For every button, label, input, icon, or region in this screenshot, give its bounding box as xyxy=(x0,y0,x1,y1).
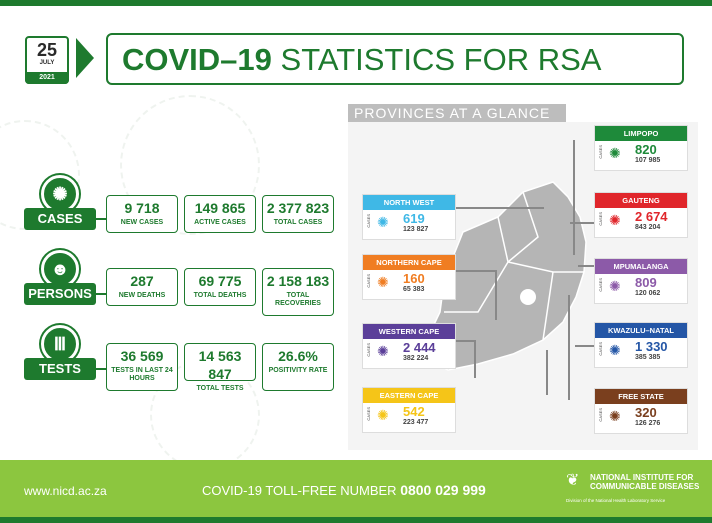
virus-icon: ✺ xyxy=(609,342,621,358)
provinces-header: PROVINCES AT A GLANCE xyxy=(348,104,566,122)
province-total-cases: 107 985 xyxy=(635,157,661,164)
category-tests: TESTS xyxy=(24,358,96,380)
province-card-gauteng: GAUTENG CASES ✺ 2 674 843 204 xyxy=(594,192,688,238)
map-shape xyxy=(427,181,587,371)
title-frame xyxy=(106,33,684,85)
province-card-limpopo: LIMPOPO CASES ✺ 820 107 985 xyxy=(594,125,688,171)
province-name: WESTERN CAPE xyxy=(363,324,455,339)
province-new-cases: 2 444 xyxy=(403,340,436,355)
province-new-cases: 1 330 xyxy=(635,339,668,354)
leader-line xyxy=(444,340,474,342)
map-region-lines xyxy=(444,191,584,341)
stat-total-recoveries: 2 158 183 TOTAL RECOVERIES xyxy=(262,268,334,316)
province-total-cases: 382 224 xyxy=(403,355,429,362)
nicd-logo-icon: ❦ xyxy=(566,472,580,489)
virus-icon: ✺ xyxy=(609,278,621,294)
connector-line xyxy=(96,368,106,370)
stat-total-tests: 14 563 847 TOTAL TESTS xyxy=(184,343,256,392)
category-persons: PERSONS xyxy=(24,283,96,305)
province-total-cases: 223 477 xyxy=(403,419,429,426)
province-name: GAUTENG xyxy=(595,193,687,208)
leader-line xyxy=(474,340,476,378)
stat-total-cases: 2 377 823 TOTAL CASES xyxy=(262,195,334,233)
background-virus-icon xyxy=(120,95,260,235)
leader-line xyxy=(546,350,548,395)
province-card-free-state: FREE STATE CASES ✺ 320 126 276 xyxy=(594,388,688,434)
virus-icon: ✺ xyxy=(609,145,621,161)
province-card-mpumalanga: MPUMALANGA CASES ✺ 809 120 062 xyxy=(594,258,688,304)
leader-line xyxy=(444,207,544,209)
province-name: EASTERN CAPE xyxy=(363,388,455,403)
date-month: JULY xyxy=(39,60,55,66)
province-card-eastern-cape: EASTERN CAPE CASES ✺ 542 223 477 xyxy=(362,387,456,433)
toll-free-number: 0800 029 999 xyxy=(400,482,486,498)
website-link[interactable]: www.nicd.ac.za xyxy=(24,484,107,498)
virus-icon: ✺ xyxy=(377,214,389,230)
virus-icon: ✺ xyxy=(377,343,389,359)
province-name: MPUMALANGA xyxy=(595,259,687,274)
leader-line xyxy=(573,140,575,255)
date-badge: 25 JULY 2021 xyxy=(25,36,69,84)
province-new-cases: 619 xyxy=(403,211,425,226)
province-name: NORTH WEST xyxy=(363,195,455,210)
leader-line xyxy=(575,345,595,347)
category-cases: CASES xyxy=(24,208,96,230)
virus-icon: ✺ xyxy=(377,407,389,423)
leader-line xyxy=(570,222,595,224)
province-new-cases: 820 xyxy=(635,142,657,157)
test-tubes-icon: Ⅲ xyxy=(41,325,79,363)
leader-line xyxy=(495,270,497,320)
stat-total-deaths: 69 775 TOTAL DEATHS xyxy=(184,268,256,306)
nicd-subtitle: Division of the National Health Laborato… xyxy=(566,498,666,503)
province-new-cases: 542 xyxy=(403,404,425,419)
province-total-cases: 843 204 xyxy=(635,224,661,231)
stat-new-cases: 9 718 NEW CASES xyxy=(106,195,178,233)
province-total-cases: 385 385 xyxy=(635,354,661,361)
leader-line xyxy=(568,295,570,400)
virus-icon: ✺ xyxy=(609,212,621,228)
south-africa-map xyxy=(427,181,587,371)
province-total-cases: 123 827 xyxy=(403,226,429,233)
stat-new-deaths: 287 NEW DEATHS xyxy=(106,268,178,306)
province-total-cases: 126 276 xyxy=(635,420,661,427)
province-total-cases: 65 383 xyxy=(403,286,425,293)
province-name: LIMPOPO xyxy=(595,126,687,141)
province-new-cases: 809 xyxy=(635,275,657,290)
province-name: NORTHERN CAPE xyxy=(363,255,455,270)
province-name: FREE STATE xyxy=(595,389,687,404)
date-day: 25 xyxy=(36,40,58,60)
stat-active-cases: 149 865 ACTIVE CASES xyxy=(184,195,256,233)
virus-icon: ✺ xyxy=(609,408,621,424)
stat-tests-24h: 36 569 TESTS IN LAST 24 HOURS xyxy=(106,343,178,391)
nicd-name: NATIONAL INSTITUTE FOR COMMUNICABLE DISEA… xyxy=(590,473,700,491)
bottom-border xyxy=(0,517,712,523)
leader-line xyxy=(578,265,595,267)
toll-free-line: COVID-19 TOLL-FREE NUMBER 0800 029 999 xyxy=(202,482,486,498)
lesotho-shape xyxy=(520,289,536,305)
page-title: COVID–19 STATISTICS FOR RSA xyxy=(122,42,602,77)
date-year: 2021 xyxy=(25,72,69,84)
province-new-cases: 2 674 xyxy=(635,209,668,224)
province-new-cases: 320 xyxy=(635,405,657,420)
connector-line xyxy=(96,218,106,220)
footer-bar xyxy=(0,460,712,517)
province-total-cases: 120 062 xyxy=(635,290,661,297)
province-new-cases: 160 xyxy=(403,271,425,286)
virus-icon: ✺ xyxy=(377,274,389,290)
connector-line xyxy=(96,293,106,295)
province-card-western-cape: WESTERN CAPE CASES ✺ 2 444 382 224 xyxy=(362,323,456,369)
province-card-north-west: NORTH WEST CASES ✺ 619 123 827 xyxy=(362,194,456,240)
leader-line xyxy=(444,270,496,272)
province-card-kwazulu-natal: KWAZULU–NATAL CASES ✺ 1 330 385 385 xyxy=(594,322,688,368)
province-card-northern-cape: NORTHERN CAPE CASES ✺ 160 65 383 xyxy=(362,254,456,300)
top-border xyxy=(0,0,712,6)
province-name: KWAZULU–NATAL xyxy=(595,323,687,338)
stat-positivity-rate: 26.6% POSITIVITY RATE xyxy=(262,343,334,391)
arrow-icon xyxy=(76,38,94,78)
